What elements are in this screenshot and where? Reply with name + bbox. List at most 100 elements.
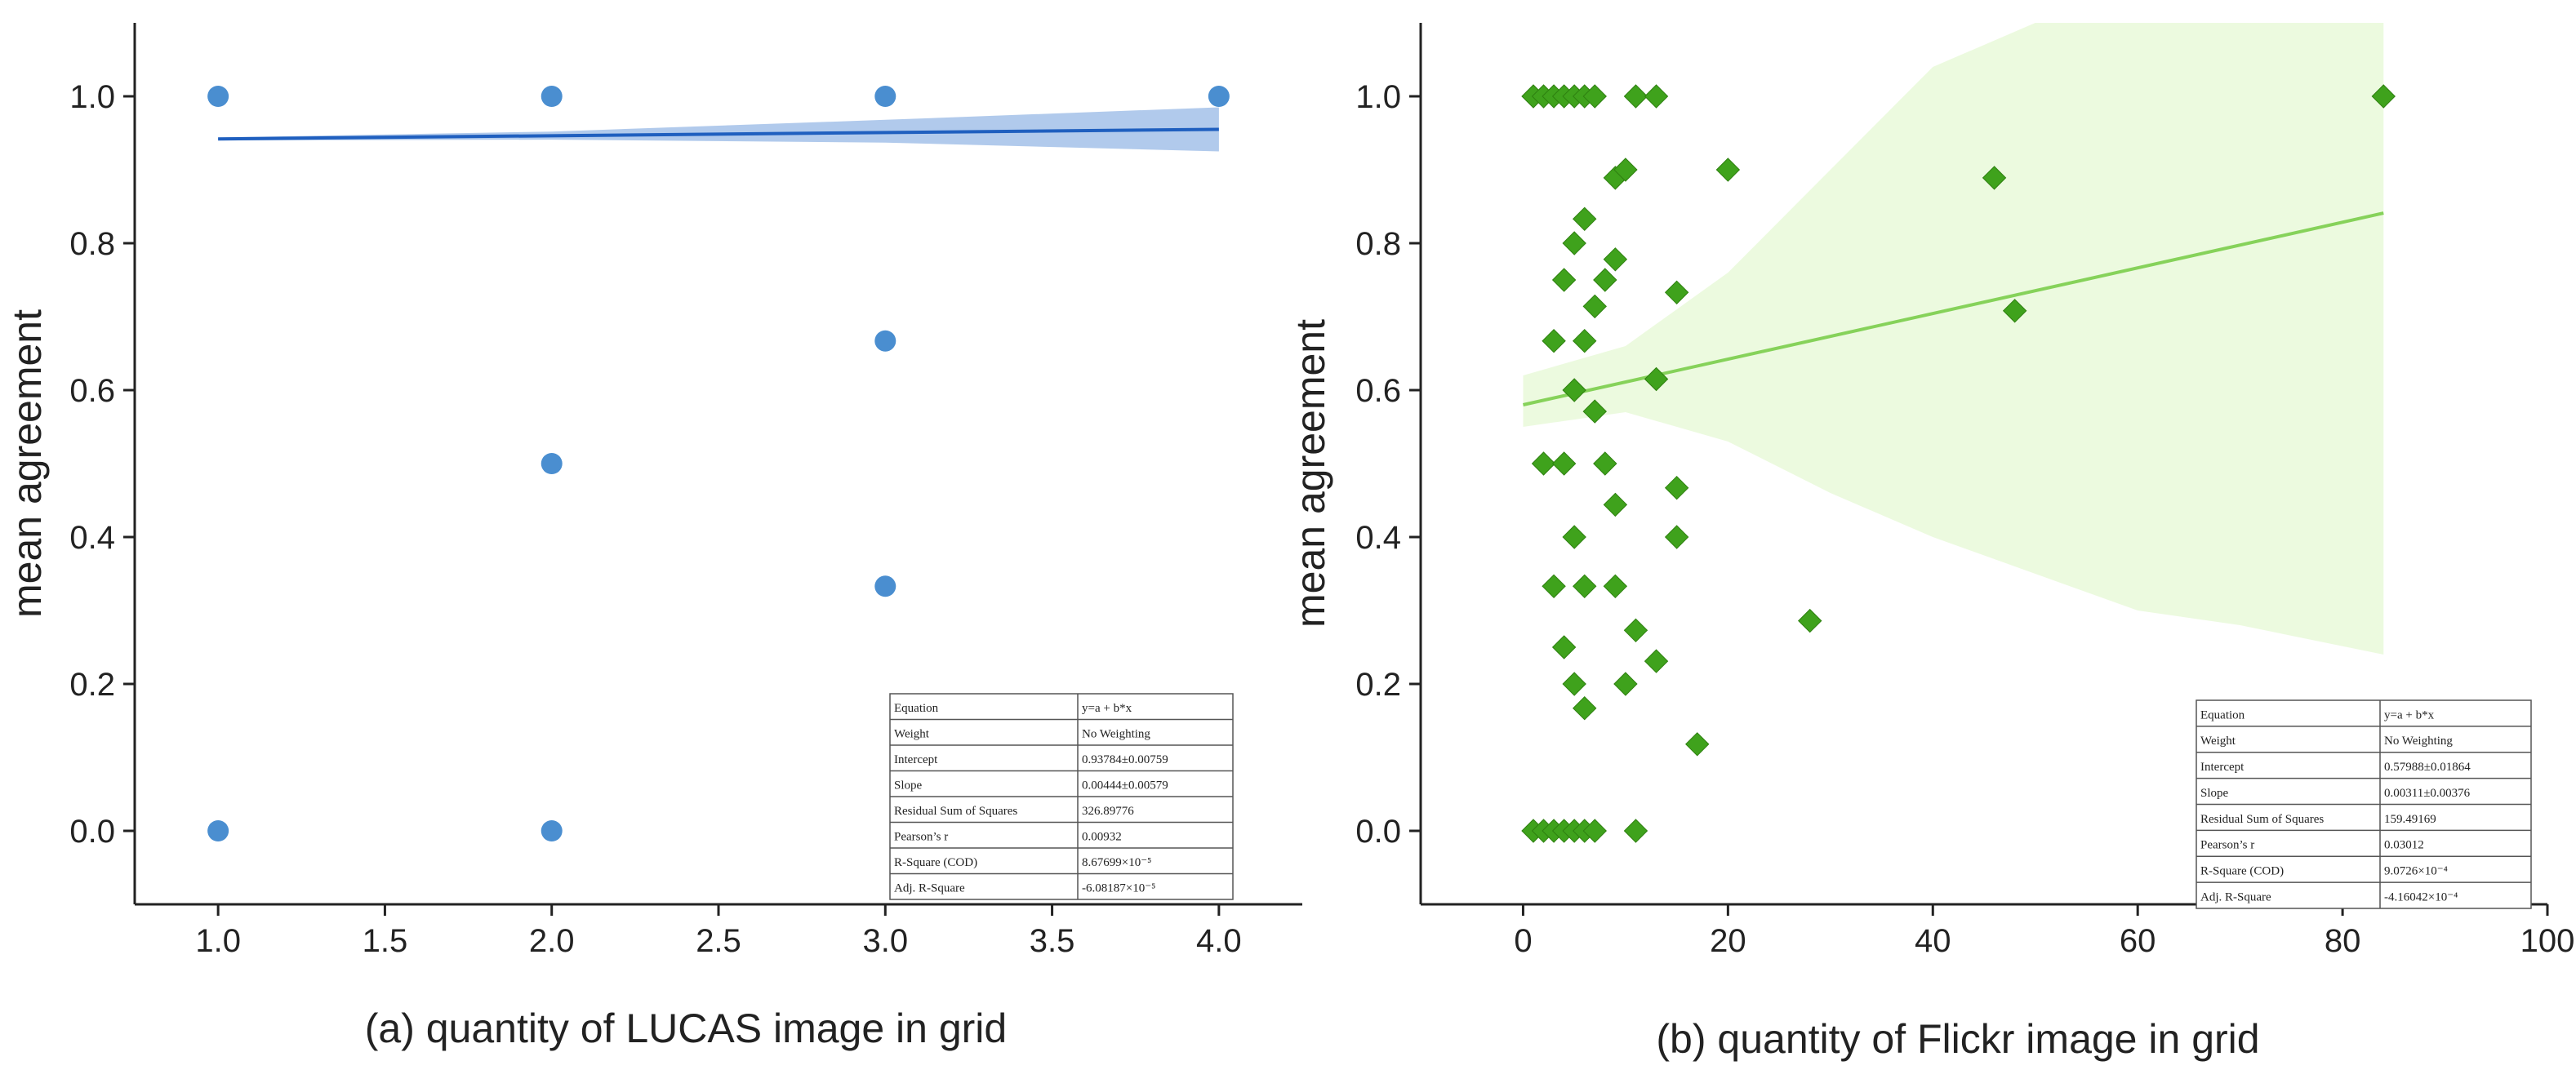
stats-table-value: 8.67699×10⁻⁵ (1082, 856, 1151, 869)
data-point (1573, 206, 1597, 232)
data-point (1798, 608, 1822, 633)
stats-table-key: Weight (894, 728, 930, 741)
y-tick-label: 0.6 (69, 373, 115, 409)
data-point (1208, 86, 1230, 107)
panel-b-flickr: 0 20 40 60 80 100 0.0 0.2 0.4 0.6 0.8 1.0 Equation y… (1288, 23, 2574, 1062)
stats-table-key: Residual Sum of Squares (2200, 813, 2324, 826)
stats-table-value: No Weighting (1082, 728, 1150, 741)
y-tick-label: 1.0 (69, 79, 115, 115)
data-point (1603, 492, 1628, 517)
y-tick-label: 0.2 (69, 667, 115, 703)
data-point (207, 86, 229, 107)
data-point (1562, 525, 1586, 549)
data-point (1593, 268, 1617, 292)
stats-table-value: y=a + b*x (1082, 702, 1132, 715)
data-point (1562, 378, 1586, 402)
panel-b-axes: 0 20 40 60 80 100 0.0 0.2 0.4 0.6 0.8 1.0 (1355, 23, 2574, 959)
stats-table-value: 326.89776 (1082, 805, 1134, 818)
stats-table-key: Equation (894, 702, 939, 715)
y-tick-label: 0.4 (1355, 520, 1401, 556)
data-point (1603, 247, 1628, 272)
panel-a-axes: 1.0 1.5 2.0 2.5 3.0 3.5 4.0 0.0 0.2 0.4 0.6 0.8 1.0 (69, 23, 1302, 959)
x-tick-label: 2.0 (529, 923, 575, 959)
stats-table-value: 0.00932 (1082, 831, 1122, 844)
y-tick-label: 0.0 (69, 814, 115, 850)
panel-a-lucas: 1.0 1.5 2.0 2.5 3.0 3.5 4.0 0.0 0.2 0.4 0.6 0.81.0 … (4, 23, 1302, 1051)
x-tick-label: 3.0 (862, 923, 908, 959)
stats-table-value: 0.00311±0.00376 (2384, 787, 2471, 800)
data-point (874, 330, 896, 352)
stats-table-key: Adj. R-Square (894, 882, 965, 895)
data-point (1551, 451, 1577, 476)
stats-table-key: Adj. R-Square (2200, 890, 2271, 904)
stats-table-key: Slope (2200, 787, 2229, 800)
data-point (207, 820, 229, 841)
stats-table-key: Slope (894, 779, 923, 793)
stats-table-key: R-Square (COD) (2200, 865, 2284, 878)
x-tick-label: 1.0 (195, 923, 241, 959)
data-point (1551, 268, 1577, 292)
data-point (1593, 451, 1617, 476)
panel-a-confidence-band (218, 107, 1219, 152)
y-tick-label: 0.8 (1355, 226, 1401, 262)
data-point (1542, 574, 1566, 599)
data-point (1664, 280, 1689, 305)
stats-table-key: Pearson’s r (894, 831, 948, 844)
panel-a-x-axis-label: (a) quantity of LUCAS image in grid (365, 1006, 1007, 1051)
data-point (1582, 84, 1607, 109)
data-point (541, 820, 563, 841)
data-point (1715, 158, 1741, 182)
panel-b-confidence-band (1523, 23, 2384, 655)
data-point (1644, 649, 1669, 673)
data-point (1573, 574, 1597, 599)
x-tick-label: 3.5 (1030, 923, 1075, 959)
stats-table-value: 9.0726×10⁻⁴ (2384, 865, 2448, 878)
stats-table-key: R-Square (COD) (894, 856, 977, 869)
data-point (1562, 231, 1586, 255)
x-tick-label: 4.0 (1196, 923, 1242, 959)
y-tick-label: 0.8 (69, 226, 115, 262)
x-tick-label: 0 (1514, 923, 1532, 959)
panel-a-fit-line (218, 127, 1219, 141)
data-point (1551, 635, 1577, 659)
stats-table-key: Residual Sum of Squares (894, 805, 1017, 818)
panel-b-y-axis-label: mean agreement (1288, 319, 1333, 628)
x-tick-label: 20 (1710, 923, 1746, 959)
y-tick-label: 0.6 (1355, 373, 1401, 409)
panel-a-y-axis-label: mean agreement (4, 309, 50, 618)
data-point (1685, 732, 1710, 757)
x-tick-label: 40 (1915, 923, 1951, 959)
data-point (1664, 525, 1689, 549)
data-point (1603, 574, 1628, 599)
data-point (541, 86, 563, 107)
panel-a-stats-table: Equation y=a + b*x Weight No Weighting Inter… (889, 693, 1234, 900)
x-tick-label: 1.5 (363, 923, 408, 959)
data-point (541, 453, 563, 474)
y-tick-label: 0.0 (1355, 814, 1401, 850)
x-tick-label: 60 (2120, 923, 2156, 959)
data-point (1542, 328, 1566, 353)
y-tick-label: 1.0 (1355, 79, 1401, 115)
data-point (1664, 475, 1689, 500)
stats-table-key: Intercept (894, 753, 938, 766)
panel-b-fit-line (1523, 211, 2384, 406)
panel-b-x-axis-label: (b) quantity of Flickr image in grid (1656, 1016, 2259, 1062)
y-tick-label: 0.4 (69, 520, 115, 556)
stats-table-value: 0.93784±0.00759 (1082, 753, 1168, 766)
data-point (1613, 672, 1638, 696)
stats-table-key: Intercept (2200, 761, 2245, 774)
panel-b-stats-table: Equation y=a + b*x Weight No Weighting Inter… (2196, 699, 2532, 909)
stats-table-value: 0.00444±0.00579 (1082, 779, 1168, 793)
data-point (2002, 299, 2027, 323)
x-tick-label: 80 (2325, 923, 2361, 959)
data-point (1644, 84, 1669, 109)
y-tick-label: 0.2 (1355, 667, 1401, 703)
data-point (1982, 166, 2007, 190)
data-point (1531, 451, 1556, 476)
stats-table-value: y=a + b*x (2384, 708, 2435, 721)
data-point (1582, 399, 1607, 424)
stats-table-value: No Weighting (2384, 735, 2453, 748)
x-tick-label: 2.5 (696, 923, 741, 959)
x-tick-label: 100 (2520, 923, 2575, 959)
